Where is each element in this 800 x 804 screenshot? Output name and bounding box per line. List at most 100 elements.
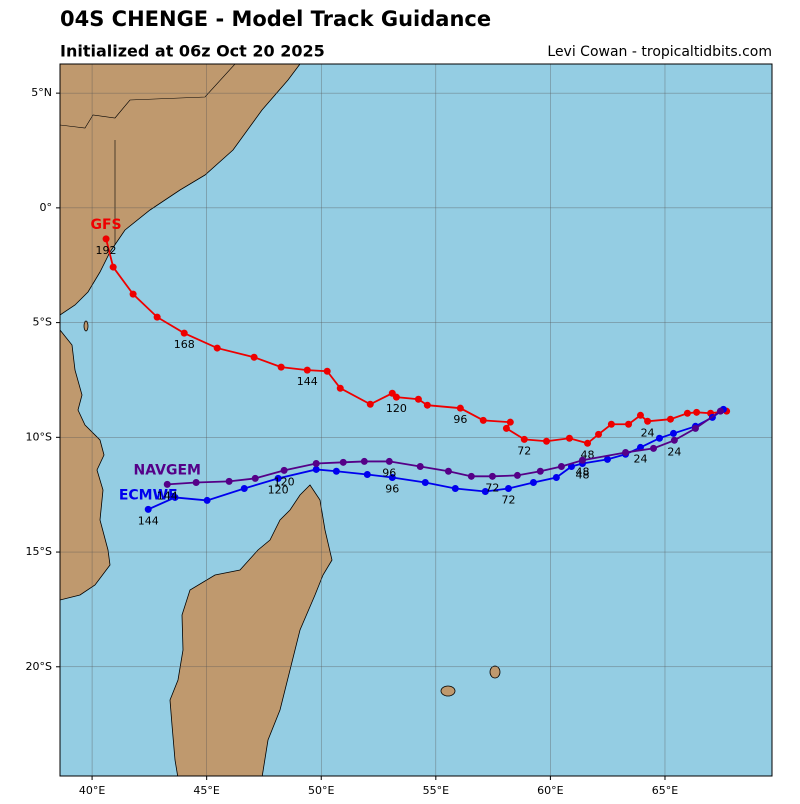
track-point — [332, 467, 340, 475]
hour-label: 72 — [517, 444, 531, 457]
track-line — [105, 238, 727, 445]
track-point — [423, 401, 431, 409]
track-point — [416, 462, 424, 470]
track-point — [683, 409, 691, 417]
track-point — [203, 496, 211, 504]
track-point — [171, 493, 179, 501]
track-point — [388, 389, 396, 397]
track-point — [363, 470, 371, 478]
tracks: 24487296120144168192GFS24487296120144ECM… — [90, 217, 731, 527]
track-point — [506, 418, 514, 426]
track-point — [595, 430, 603, 438]
track-point — [385, 457, 393, 465]
track-point — [636, 411, 644, 419]
island — [440, 685, 456, 697]
track-point — [502, 424, 510, 432]
hour-label: 120 — [386, 402, 407, 415]
track-point — [607, 420, 615, 428]
y-tick-label: 0° — [40, 201, 53, 214]
track-point — [280, 466, 288, 474]
x-tick-label: 40°E — [79, 784, 105, 797]
model-name: NAVGEM — [134, 462, 201, 478]
track-point — [529, 479, 537, 487]
border — [60, 64, 236, 129]
hour-label: 96 — [382, 466, 396, 479]
hour-label: 72 — [501, 493, 515, 506]
track-point — [109, 263, 117, 271]
hour-label: 72 — [485, 481, 499, 494]
hour-label: 192 — [96, 244, 117, 257]
madagascar — [169, 484, 333, 776]
y-tick-label: 20°S — [26, 660, 52, 673]
y-tick-label: 15°S — [26, 545, 52, 558]
track-point — [543, 437, 551, 445]
y-tick-label: 5°N — [31, 86, 52, 99]
track-point — [578, 456, 586, 464]
track-point — [584, 439, 592, 447]
track-point — [520, 435, 528, 443]
track-point — [650, 444, 658, 452]
hour-label: 48 — [575, 465, 589, 478]
credit: Levi Cowan - tropicaltidbits.com — [547, 44, 772, 60]
y-tick-label: 10°S — [26, 430, 52, 443]
track-point — [669, 429, 677, 437]
track-point — [240, 484, 248, 492]
track-point — [565, 434, 573, 442]
track-point — [444, 467, 452, 475]
track-point — [277, 363, 285, 371]
x-tick-label: 45°E — [193, 784, 219, 797]
track-point — [339, 458, 347, 466]
hour-label: 24 — [667, 445, 681, 458]
track-point — [312, 459, 320, 467]
track-point — [716, 407, 724, 415]
hour-label: 96 — [453, 413, 467, 426]
track-point — [693, 408, 701, 416]
track-point — [421, 479, 429, 487]
track-point — [360, 457, 368, 465]
track-point — [225, 477, 233, 485]
hour-label: 24 — [633, 452, 647, 465]
hour-label: 144 — [138, 514, 159, 527]
track-point — [274, 474, 282, 482]
island — [83, 320, 89, 332]
land-layer — [60, 64, 501, 776]
track-point — [552, 473, 560, 481]
africa-south — [60, 329, 111, 601]
track-point — [655, 434, 663, 442]
y-tick-label: 5°S — [33, 316, 52, 329]
hour-label: 48 — [575, 468, 589, 481]
hour-label: 144 — [157, 489, 178, 502]
model-name: GFS — [90, 217, 121, 233]
subtitle: Initialized at 06z Oct 20 2025 — [60, 42, 325, 61]
x-tick-label: 60°E — [537, 784, 563, 797]
x-tick-label: 55°E — [423, 784, 449, 797]
x-tick-label: 65°E — [652, 784, 678, 797]
track-point — [323, 367, 331, 375]
track-point — [192, 479, 200, 487]
track-point — [251, 474, 259, 482]
track-point — [467, 472, 475, 480]
island — [489, 665, 501, 679]
track-point — [163, 480, 171, 488]
track-point — [102, 235, 110, 243]
hour-label: 144 — [297, 375, 318, 388]
hour-label: 120 — [268, 483, 289, 496]
track-point — [557, 462, 565, 470]
track-point — [250, 353, 258, 361]
track-point — [666, 415, 674, 423]
track-point — [504, 484, 512, 492]
track-point — [488, 472, 496, 480]
track-point — [336, 384, 344, 392]
hour-label: 96 — [385, 482, 399, 495]
track-point — [479, 416, 487, 424]
track-point — [153, 313, 161, 321]
track-point — [388, 473, 396, 481]
hour-label: 120 — [274, 475, 295, 488]
model-name: ECMWF — [119, 487, 178, 503]
track-point — [144, 505, 152, 513]
track-point — [622, 448, 630, 456]
hour-label: 168 — [174, 338, 195, 351]
track-point — [456, 404, 464, 412]
track-point — [670, 436, 678, 444]
track-point — [213, 344, 221, 352]
